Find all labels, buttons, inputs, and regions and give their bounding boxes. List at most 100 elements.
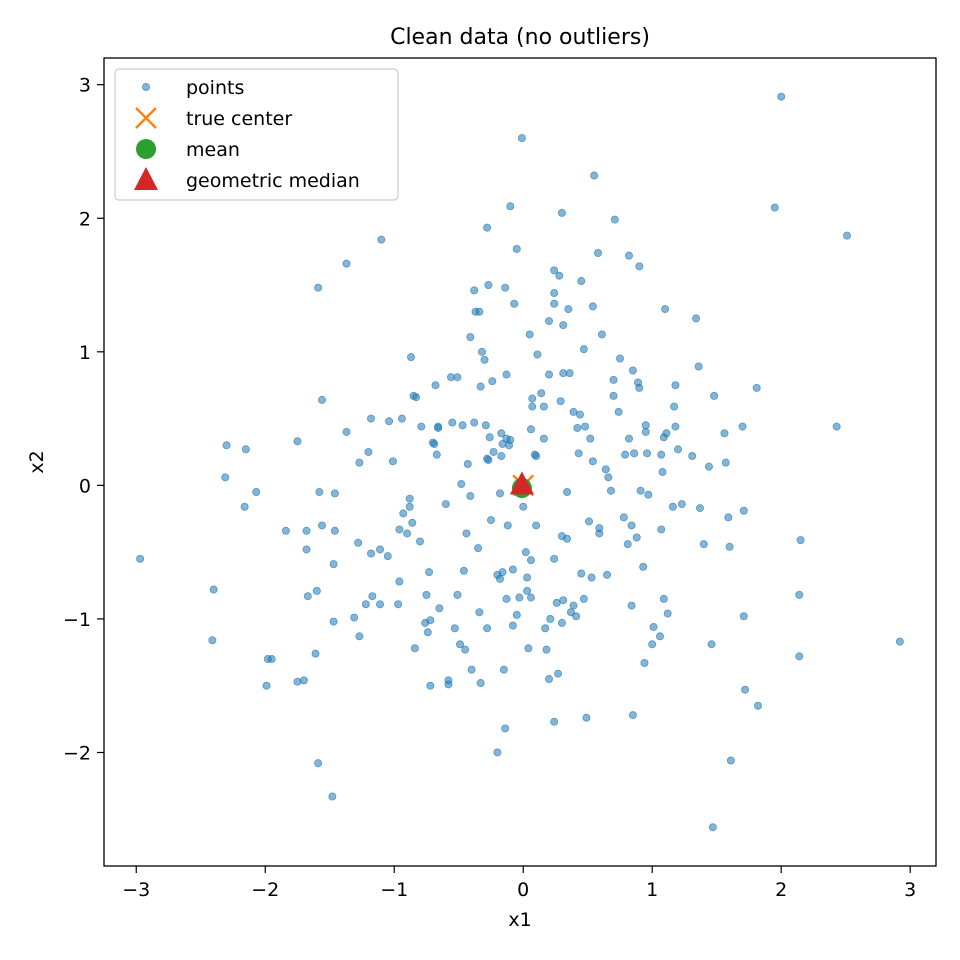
data-point — [657, 450, 666, 459]
data-point — [692, 314, 701, 323]
data-point — [624, 251, 633, 260]
data-point — [550, 266, 559, 275]
data-point — [209, 585, 218, 594]
data-point — [550, 717, 559, 726]
data-point — [422, 590, 431, 599]
x-tick-label: 2 — [775, 879, 787, 901]
data-point — [241, 445, 250, 454]
data-point — [557, 208, 566, 217]
data-point — [281, 526, 290, 535]
data-point — [752, 383, 761, 392]
data-point — [640, 658, 649, 667]
data-point — [670, 402, 679, 411]
data-point — [628, 711, 637, 720]
data-point — [388, 457, 397, 466]
data-point — [477, 347, 486, 356]
data-point — [739, 506, 748, 515]
data-point — [572, 612, 581, 621]
data-point — [293, 437, 302, 446]
data-point — [355, 632, 364, 641]
data-point — [430, 439, 439, 448]
geometric-median-marker — [509, 471, 534, 495]
y-tick-label: 2 — [79, 208, 91, 230]
data-point — [410, 644, 419, 653]
y-axis: −2 −1 0 1 2 3 — [63, 75, 104, 764]
data-point — [597, 330, 606, 339]
data-point — [832, 422, 841, 431]
legend-geometric-median-marker — [134, 167, 158, 190]
data-point — [221, 473, 230, 482]
data-point — [545, 317, 554, 326]
data-point — [523, 573, 532, 582]
data-point — [641, 421, 650, 430]
data-point — [222, 441, 231, 450]
x-tick-label: −2 — [251, 879, 279, 901]
data-point — [330, 489, 339, 498]
x-axis-label: x1 — [508, 909, 531, 931]
legend-label: true center — [186, 108, 292, 130]
data-point — [550, 289, 559, 298]
data-point — [659, 594, 668, 603]
data-point — [517, 134, 526, 143]
data-point — [403, 529, 412, 538]
data-point — [545, 370, 554, 379]
data-point — [610, 215, 619, 224]
data-point — [314, 759, 323, 768]
data-point — [354, 538, 363, 547]
data-point — [303, 592, 312, 601]
data-point — [594, 248, 603, 257]
data-point — [546, 614, 555, 623]
data-point — [724, 513, 733, 522]
legend-box — [114, 68, 399, 201]
data-point — [655, 632, 664, 641]
data-point — [317, 395, 326, 404]
data-point — [528, 394, 537, 403]
data-point — [342, 427, 351, 436]
data-point — [262, 681, 271, 690]
data-point — [453, 590, 462, 599]
data-point — [448, 418, 457, 427]
data-point — [412, 393, 421, 402]
data-point — [355, 458, 364, 467]
data-point — [636, 486, 645, 495]
data-point — [526, 593, 535, 602]
data-point — [524, 644, 533, 653]
data-point — [457, 480, 466, 489]
data-point — [539, 402, 548, 411]
data-point — [590, 171, 599, 180]
data-point — [510, 299, 519, 308]
data-point — [521, 548, 530, 557]
data-point — [136, 554, 145, 563]
data-point — [795, 652, 804, 661]
data-point — [484, 281, 493, 290]
data-point — [312, 586, 321, 595]
data-point — [267, 654, 276, 663]
data-point — [644, 490, 653, 499]
data-point — [586, 434, 595, 443]
legend-points-marker — [141, 83, 150, 92]
data-point — [565, 369, 574, 378]
data-point — [501, 283, 510, 292]
data-point — [777, 92, 786, 101]
data-point — [606, 486, 615, 495]
data-point — [726, 756, 735, 765]
data-point — [314, 283, 323, 292]
data-point — [581, 422, 590, 431]
y-tick-label: 1 — [79, 342, 91, 364]
data-point — [720, 429, 729, 438]
data-point — [628, 366, 637, 375]
data-point — [526, 425, 535, 434]
data-point — [555, 271, 564, 280]
data-point — [614, 407, 623, 416]
data-point — [566, 608, 575, 617]
data-point — [582, 713, 591, 722]
data-point — [426, 681, 435, 690]
data-point — [694, 362, 703, 371]
data-point — [432, 450, 441, 459]
data-point — [458, 421, 467, 430]
data-point — [671, 381, 680, 390]
data-point — [688, 451, 697, 460]
data-point — [577, 569, 586, 578]
data-point — [658, 468, 667, 477]
data-point — [470, 286, 479, 295]
